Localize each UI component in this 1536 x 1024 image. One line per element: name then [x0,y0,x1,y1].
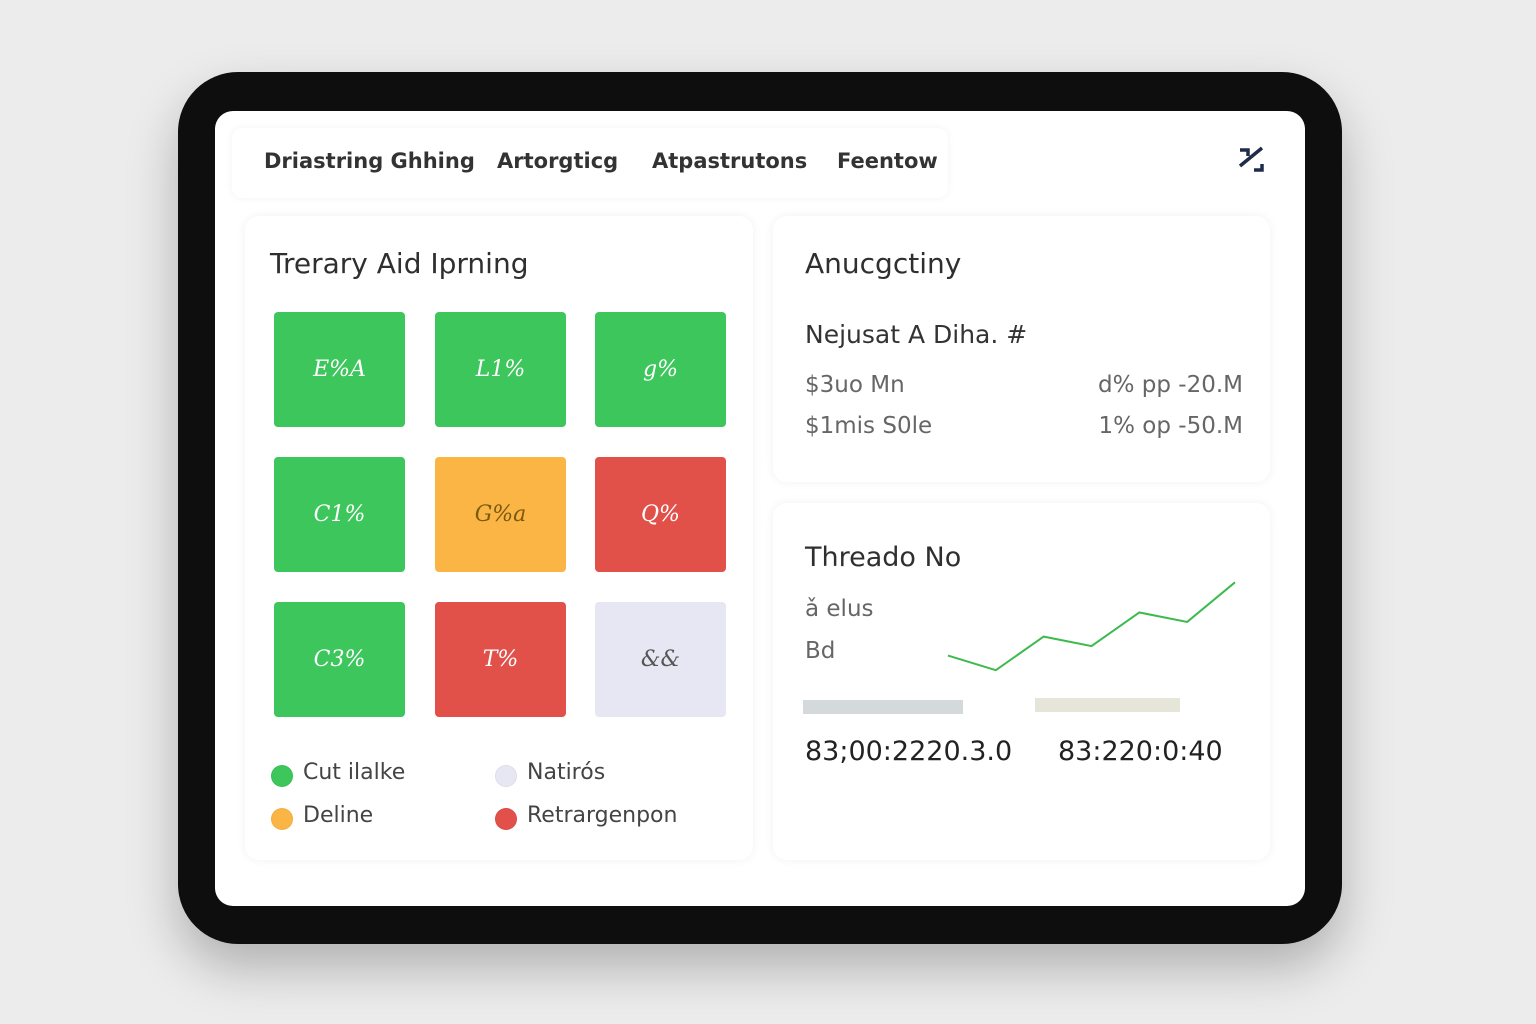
legend-label: Deline [303,803,374,828]
status-tile[interactable]: C1% [274,457,405,572]
status-tile[interactable]: G%a [435,457,566,572]
card-title: Threado No [805,542,962,573]
menu-button[interactable] [1222,130,1280,194]
row-label: $1mis S0le [805,413,933,439]
card-subtitle: Nejusat A Diha. # [805,320,1028,349]
button-bg [1222,130,1280,194]
trend-card [773,503,1270,860]
legend-label: Retrargenpon [527,803,678,828]
legend-dot [271,808,293,830]
legend-label: Cut ilalke [303,760,406,785]
legend-dot [495,765,517,787]
nav-tab[interactable]: Driastring Ghhing [264,149,475,173]
card-title: Trerary Aid Iprning [270,247,529,280]
legend-dot [271,765,293,787]
status-tile[interactable]: L1% [435,312,566,427]
status-tile[interactable]: E%A [274,312,405,427]
card-title: Anucgctiny [805,247,962,280]
nav-tab[interactable]: Feentow [837,149,938,173]
summary-card [773,216,1270,482]
nav-bar [232,128,948,198]
status-tile[interactable]: Q% [595,457,726,572]
icon [1238,146,1264,172]
status-tile[interactable]: g% [595,312,726,427]
trend-footer: 83;00:2220.3.0 [805,736,1013,767]
status-tile[interactable]: && [595,602,726,717]
row-label: $3uo Mn [805,372,905,398]
trend-label: ǎ elus [805,596,874,622]
status-tile[interactable]: C3% [274,602,405,717]
trend-label: Bd [805,638,836,664]
status-tile[interactable]: T% [435,602,566,717]
row-value: 1% op -50.M [1098,413,1243,439]
trend-footer: 83:220:0:40 [1058,736,1223,767]
row-value: d% pp -20.M [1098,372,1243,398]
nav-tab[interactable]: Artorgticg [497,149,619,173]
legend-label: Natirós [527,760,606,785]
nav-tab[interactable]: Atpastrutons [652,149,808,173]
legend-dot [495,808,517,830]
